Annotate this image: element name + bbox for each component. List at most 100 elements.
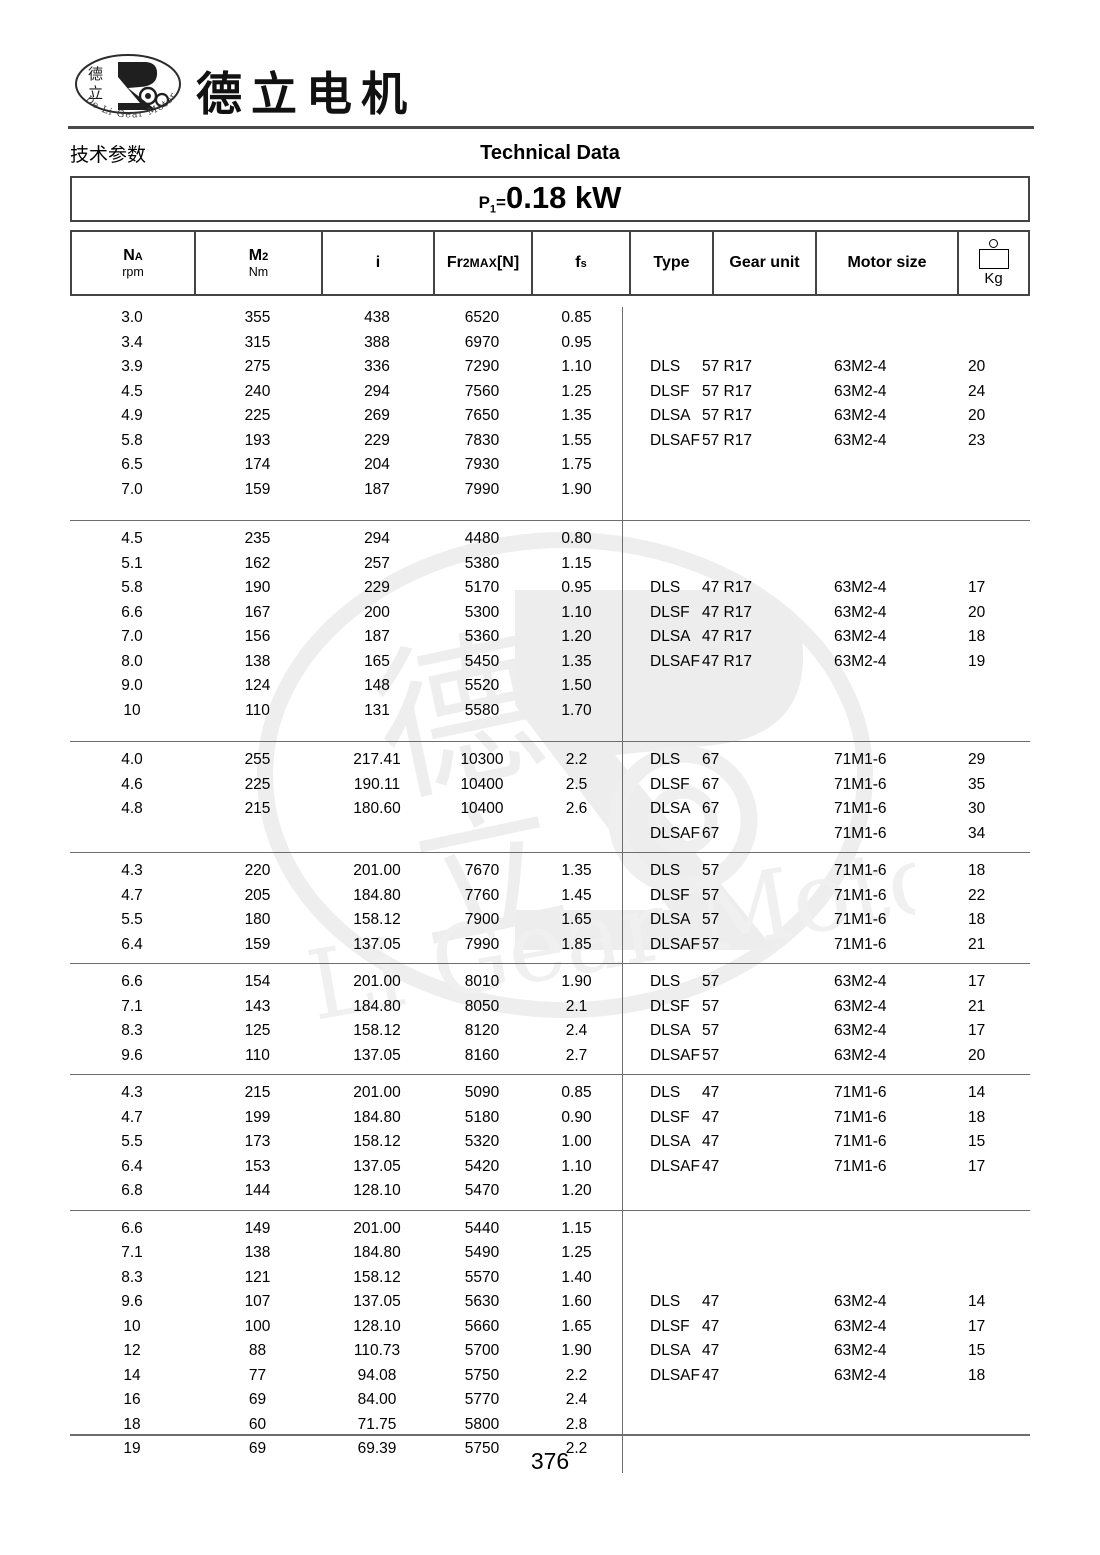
table-cell: 225 (244, 775, 271, 793)
table-cell: 1.55 (561, 431, 592, 449)
table-cell: 190 (244, 579, 271, 597)
table-row: 6.8 144 128.10 5470 1.20 (70, 1179, 622, 1204)
variant-cell: 47 (702, 1133, 720, 1151)
variant-cell: 57 (702, 997, 720, 1015)
power-rating-text: P1=0.18 kW (479, 182, 622, 215)
table-row: 5.8 190 229 5170 0.95 (70, 576, 622, 601)
table-row: 4.8 215 180.60 10400 2.6 (70, 797, 622, 822)
table-cell: 5660 (464, 1317, 500, 1335)
variant-cell: DLSAF (650, 824, 700, 842)
table-cell: 137.05 (353, 1293, 401, 1311)
table-cell: 201.00 (353, 862, 401, 880)
table-row: 14 77 94.08 5750 2.2 (70, 1364, 622, 1389)
variant-cell: 57 (702, 862, 720, 880)
table-cell: 1.70 (561, 701, 592, 719)
table-cell: 9.6 (121, 1293, 143, 1311)
variant-cell: DLS (650, 973, 681, 991)
variant-cell: 63M2-4 (834, 628, 887, 646)
table-cell: 1.25 (561, 382, 592, 400)
table-cell: 6.4 (121, 935, 143, 953)
variant-row: DLS 67 71M1-6 29 (622, 748, 1030, 773)
table-cell: 5.1 (121, 554, 143, 572)
table-cell: 148 (364, 677, 390, 695)
table-cell: 355 (244, 309, 271, 327)
table-row: 8.0 138 165 5450 1.35 (70, 650, 622, 675)
variant-cell: 47 R17 (702, 579, 752, 597)
table-cell: 5770 (464, 1391, 500, 1409)
table-cell: 0.85 (561, 309, 592, 327)
table-row: 6.4 153 137.05 5420 1.10 (70, 1155, 622, 1180)
table-cell: 187 (364, 628, 390, 646)
variant-cell: DLSF (650, 997, 690, 1015)
table-cell: 7670 (464, 862, 500, 880)
variant-row: DLS 47 71M1-6 14 (622, 1081, 1030, 1106)
table-cell: 156 (244, 628, 271, 646)
svg-text:立: 立 (88, 84, 103, 102)
table-cell: 10400 (460, 800, 504, 818)
variant-cell: 47 (702, 1293, 720, 1311)
variant-cell: 63M2-4 (834, 1317, 887, 1335)
variant-cell: 57 (702, 973, 720, 991)
variant-cell: 47 (702, 1108, 720, 1126)
table-cell: 5170 (464, 579, 500, 597)
variant-cell: 20 (968, 407, 986, 425)
table-cell: 1.10 (561, 603, 592, 621)
table-cell: 225 (244, 407, 271, 425)
variant-cell: 17 (968, 1157, 986, 1175)
variant-cell: 63M2-4 (834, 973, 887, 991)
performance-rows: 4.3 215 201.00 5090 0.85 4.7 199 184.80 5180 0.90… (70, 1081, 622, 1204)
table-cell: 107 (244, 1293, 271, 1311)
table-cell: 5420 (464, 1157, 500, 1175)
table-cell: 7830 (464, 431, 500, 449)
table-cell: 0.95 (561, 333, 592, 351)
variant-cell: 71M1-6 (834, 911, 887, 929)
table-cell: 69.39 (357, 1440, 397, 1458)
variant-cell: 57 (702, 911, 720, 929)
table-cell: 158.12 (353, 911, 401, 929)
table-header-row: NA rpm M2 Nm i Fr2MAX[N] fs Type Gear un… (70, 230, 1030, 296)
table-cell: 131 (364, 701, 390, 719)
table-cell: 5.5 (121, 1133, 143, 1151)
variant-rows: DLS 57 71M1-6 18 DLSF 57 71M1-6 22 DLSA 57 71M1-6 1… (622, 859, 1030, 957)
variant-row: DLSAF 57 71M1-6 21 (622, 933, 1030, 958)
variant-cell: 57 R17 (702, 382, 752, 400)
data-block: 6.6 154 201.00 8010 1.90 7.1 143 184.80 8050 2.1 8… (70, 964, 1030, 1075)
power-value: 0.18 kW (505, 180, 622, 216)
table-cell: 159 (244, 480, 271, 498)
table-cell: 158.12 (353, 1133, 401, 1151)
table-cell: 7900 (464, 911, 500, 929)
variant-cell: 20 (968, 1046, 986, 1064)
table-cell: 1.75 (561, 456, 592, 474)
table-cell: 4.6 (121, 775, 143, 793)
table-cell: 1.25 (561, 1244, 592, 1262)
table-cell: 2.5 (565, 775, 588, 793)
performance-rows: 3.0 355 438 6520 0.85 3.4 315 388 6970 0.95 3.9 275… (70, 306, 622, 502)
table-cell: 204 (364, 456, 390, 474)
table-row: 10 110 131 5580 1.70 (70, 699, 622, 724)
variant-cell: 17 (968, 1022, 986, 1040)
variant-cell: 30 (968, 800, 986, 818)
variant-cell: 21 (968, 997, 986, 1015)
table-cell: 229 (364, 431, 390, 449)
table-cell: 6.6 (121, 603, 143, 621)
table-cell: 10 (123, 1317, 141, 1335)
variant-row: DLS 47 R17 63M2-4 17 (622, 576, 1030, 601)
variant-cell: 17 (968, 579, 986, 597)
table-cell: 5520 (464, 677, 500, 695)
table-cell: 8.3 (121, 1022, 143, 1040)
table-cell: 1.65 (561, 1317, 592, 1335)
row-spacer (622, 1266, 1030, 1291)
variant-row: DLS 57 71M1-6 18 (622, 859, 1030, 884)
variant-cell: 47 R17 (702, 603, 752, 621)
table-cell: 235 (244, 530, 271, 548)
table-cell: 0.90 (561, 1108, 592, 1126)
table-cell: 5470 (464, 1182, 500, 1200)
variant-cell: 71M1-6 (834, 935, 887, 953)
variant-cell: DLSAF (650, 1046, 700, 1064)
table-cell: 173 (244, 1133, 271, 1151)
table-cell: 2.6 (565, 800, 588, 818)
variant-row: DLSA 57 71M1-6 18 (622, 908, 1030, 933)
variant-cell: 57 (702, 935, 720, 953)
table-cell: 1.20 (561, 1182, 592, 1200)
